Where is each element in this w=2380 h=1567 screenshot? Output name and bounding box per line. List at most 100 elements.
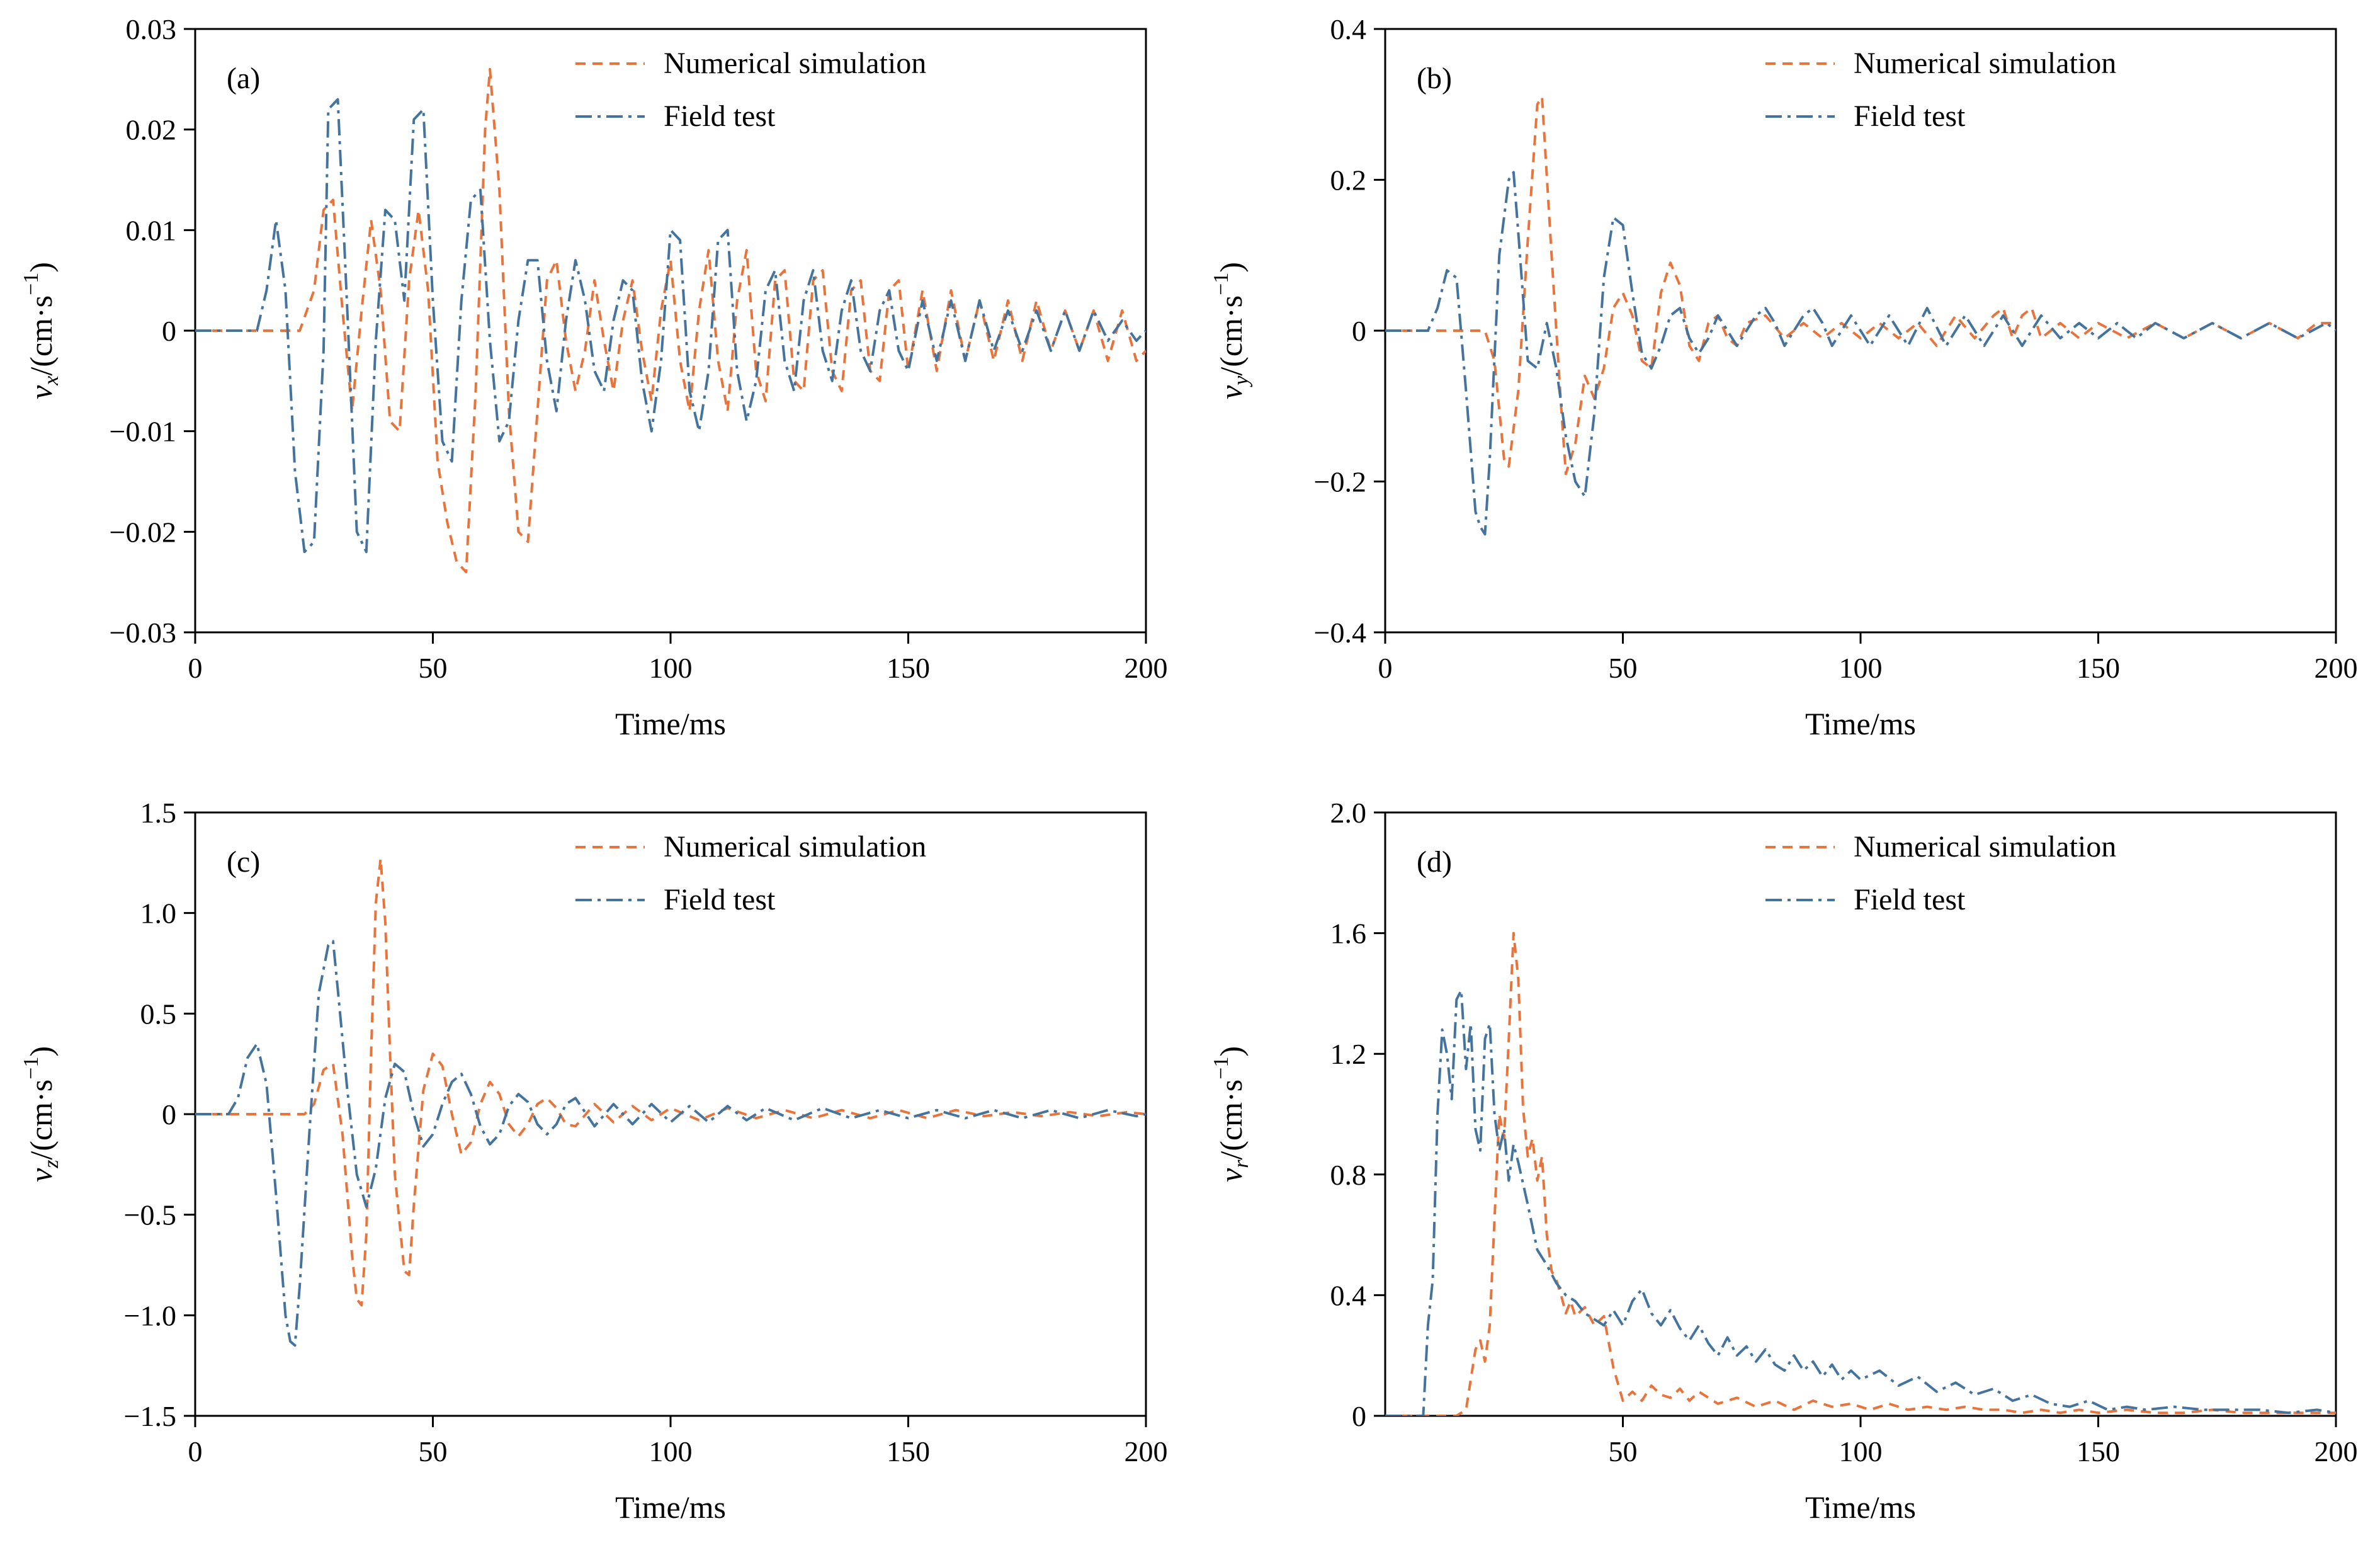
y-axis-label: vz/(cm·s−1): [20, 1046, 63, 1182]
y-tick-label: 0.02: [126, 114, 177, 146]
series-line-field-test: [195, 98, 1146, 554]
series-group: [1385, 95, 2336, 536]
x-axis-label: Time/ms: [615, 706, 726, 741]
y-tick-label: 1.5: [140, 797, 177, 829]
chart-vy: 0 50 100 150 200 Time/ms 0.4 0.2 0 −0.2 −0.4 vy/(cm…: [1210, 13, 2358, 741]
legend-label: Numerical simulation: [1854, 47, 2116, 80]
y-tick-label: 1.6: [1330, 918, 1367, 950]
x-axis: 0 50 100 150 200: [188, 1416, 1168, 1467]
legend-item: Field test: [575, 100, 776, 133]
x-tick-label: 100: [1839, 652, 1883, 684]
series-line-field-test: [1385, 989, 2336, 1416]
legend-item: Numerical simulation: [1765, 830, 2116, 863]
y-tick-label: 0: [162, 315, 176, 347]
series-line-numerical-simulation: [195, 67, 1146, 574]
chart-vx: 0 50 100 150 200 Time/ms 0.03 0.02 0.01 0 −0.01 −0.…: [20, 13, 1168, 741]
x-tick-label: 200: [2315, 652, 2358, 684]
legend: Numerical simulation Field test: [1765, 830, 2116, 916]
series-line-numerical-simulation: [195, 857, 1146, 1307]
chart-vr: 50 100 150 200 Time/ms 2.0 1.6 1.2 0.8 0.4 0 vr/(cm…: [1210, 797, 2358, 1525]
y-tick-label: 0: [1352, 1400, 1366, 1432]
x-axis-label: Time/ms: [615, 1490, 726, 1525]
x-axis: 0 50 100 150 200: [188, 632, 1168, 684]
x-tick-label: 100: [649, 652, 693, 684]
y-axis-label: vr/(cm·s−1): [1210, 1046, 1253, 1182]
x-tick-label: 150: [887, 1435, 930, 1467]
x-tick-label: 100: [1839, 1435, 1883, 1467]
x-tick-label: 200: [1125, 652, 1168, 684]
y-tick-label: 0.01: [126, 214, 177, 246]
y-tick-label: 1.0: [140, 897, 177, 930]
x-axis-label: Time/ms: [1805, 1490, 1916, 1525]
legend-label: Field test: [664, 100, 776, 133]
y-axis-label: vy/(cm·s−1): [1210, 262, 1253, 399]
y-tick-label: 1.2: [1330, 1038, 1367, 1070]
chart-vz: 0 50 100 150 200 Time/ms 1.5 1.0 0.5 0 −0.5 −1.0 −1.…: [20, 797, 1168, 1525]
legend-item: Numerical simulation: [575, 47, 926, 80]
panel-label: (c): [227, 845, 260, 879]
series-line-field-test: [195, 940, 1146, 1347]
legend-item: Numerical simulation: [575, 830, 926, 863]
series-line-field-test: [1385, 171, 2336, 536]
legend: Numerical simulation Field test: [575, 47, 926, 133]
legend-item: Field test: [575, 883, 776, 916]
x-tick-label: 50: [1609, 652, 1638, 684]
y-tick-label: 0.5: [140, 998, 177, 1030]
y-tick-label: 0.8: [1330, 1159, 1367, 1191]
legend-item: Numerical simulation: [1765, 47, 2116, 80]
x-tick-label: 150: [887, 652, 930, 684]
x-tick-label: 0: [188, 1435, 203, 1467]
series-group: [195, 67, 1146, 574]
y-tick-label: −0.03: [110, 617, 176, 649]
y-tick-label: 0.4: [1330, 1279, 1367, 1311]
series-line-numerical-simulation: [1385, 95, 2336, 476]
y-tick-label: −0.02: [110, 516, 176, 548]
x-tick-label: 200: [2315, 1435, 2358, 1467]
y-tick-label: −1.0: [124, 1299, 176, 1331]
legend-label: Numerical simulation: [664, 830, 926, 863]
x-tick-label: 0: [188, 652, 203, 684]
panel-d: 50 100 150 200 Time/ms 2.0 1.6 1.2 0.8 0.4 0 vr/(cm…: [1190, 783, 2380, 1567]
y-axis: 0.4 0.2 0 −0.2 −0.4: [1314, 13, 1385, 649]
y-axis-label: vx/(cm·s−1): [20, 262, 63, 399]
legend: Numerical simulation Field test: [575, 830, 926, 916]
y-tick-label: −0.2: [1314, 466, 1366, 498]
legend-label: Numerical simulation: [664, 47, 926, 80]
panel-label: (d): [1417, 845, 1452, 879]
y-tick-label: −0.4: [1314, 617, 1366, 649]
y-tick-label: 0.4: [1330, 13, 1367, 45]
x-tick-label: 0: [1378, 652, 1393, 684]
legend-label: Field test: [1854, 883, 1966, 916]
x-tick-label: 50: [1609, 1435, 1638, 1467]
legend-item: Field test: [1765, 100, 1966, 133]
x-tick-label: 100: [649, 1435, 693, 1467]
panel-c: 0 50 100 150 200 Time/ms 1.5 1.0 0.5 0 −0.5 −1.0 −1.…: [0, 783, 1190, 1567]
y-tick-label: 0.2: [1330, 164, 1367, 197]
x-tick-label: 50: [419, 1435, 448, 1467]
legend-label: Field test: [664, 883, 776, 916]
legend-item: Field test: [1765, 883, 1966, 916]
x-axis: 50 100 150 200: [1609, 1416, 2358, 1467]
y-tick-label: 0: [1352, 315, 1366, 347]
x-tick-label: 200: [1125, 1435, 1168, 1467]
x-axis-label: Time/ms: [1805, 706, 1916, 741]
y-tick-label: −1.5: [124, 1400, 176, 1432]
panel-label: (a): [227, 62, 260, 95]
x-axis: 0 50 100 150 200: [1378, 632, 2358, 684]
y-tick-label: 0.03: [126, 13, 177, 45]
y-tick-label: 0: [162, 1098, 176, 1131]
panel-a: 0 50 100 150 200 Time/ms 0.03 0.02 0.01 0 −0.01 −0.…: [0, 0, 1190, 783]
series-group: [195, 857, 1146, 1347]
y-tick-label: −0.01: [110, 416, 176, 448]
y-axis: 2.0 1.6 1.2 0.8 0.4 0: [1330, 797, 1385, 1432]
x-tick-label: 150: [2077, 652, 2120, 684]
y-tick-label: −0.5: [124, 1199, 176, 1231]
y-axis: 1.5 1.0 0.5 0 −0.5 −1.0 −1.5: [124, 797, 195, 1432]
series-group: [1385, 932, 2336, 1416]
panel-label: (b): [1417, 62, 1452, 95]
series-line-numerical-simulation: [1385, 932, 2336, 1416]
x-tick-label: 150: [2077, 1435, 2120, 1467]
x-tick-label: 50: [419, 652, 448, 684]
legend-label: Numerical simulation: [1854, 830, 2116, 863]
